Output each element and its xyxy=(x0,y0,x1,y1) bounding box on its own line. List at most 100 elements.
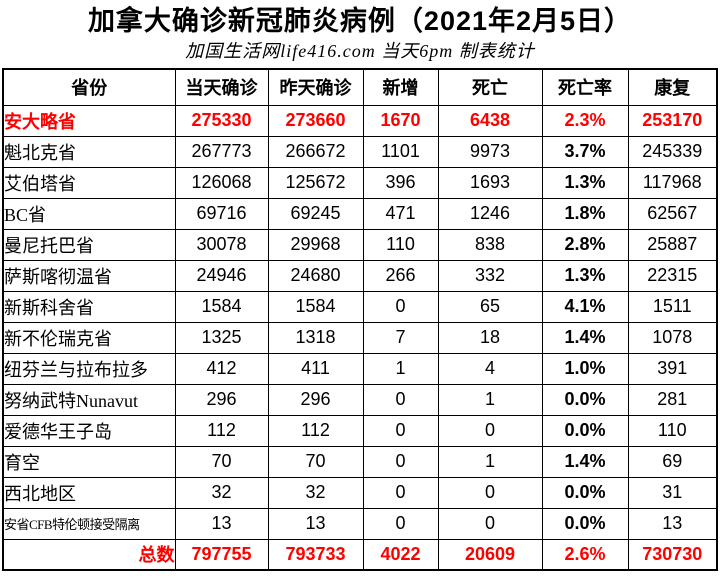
value-cell: 29968 xyxy=(267,228,364,261)
province-name: 新斯科舍省 xyxy=(2,290,176,323)
value-cell: 412 xyxy=(174,352,269,385)
value-cell: 0.0% xyxy=(541,414,629,447)
value-cell: 112 xyxy=(267,414,364,447)
value-cell: 25887 xyxy=(627,228,718,261)
province-name: BC省 xyxy=(2,197,176,230)
value-cell: 110 xyxy=(627,414,718,447)
value-cell: 296 xyxy=(267,383,364,416)
province-name: 安大略省 xyxy=(2,104,176,137)
value-cell: 32 xyxy=(174,476,269,509)
table-row: 新不伦瑞克省 1325 1318 7 18 1.4% 1078 xyxy=(2,321,718,354)
page-title: 加拿大确诊新冠肺炎病例（2021年2月5日） xyxy=(87,6,633,36)
province-name: 艾伯塔省 xyxy=(2,166,176,199)
value-cell: 22315 xyxy=(627,259,718,292)
value-cell: 1.3% xyxy=(541,166,629,199)
table-row: 西北地区 32 32 0 0 0.0% 31 xyxy=(2,476,718,509)
value-cell: 4 xyxy=(437,352,543,385)
value-cell: 396 xyxy=(362,166,439,199)
value-cell: 62567 xyxy=(627,197,718,230)
value-cell: 117968 xyxy=(627,166,718,199)
value-cell: 30078 xyxy=(174,228,269,261)
value-cell: 0 xyxy=(437,507,543,540)
value-cell: 0 xyxy=(362,383,439,416)
value-cell: 4022 xyxy=(362,538,439,571)
value-cell: 411 xyxy=(267,352,364,385)
value-cell: 1325 xyxy=(174,321,269,354)
value-cell: 69245 xyxy=(267,197,364,230)
table-row: 新斯科舍省 1584 1584 0 65 4.1% 1511 xyxy=(2,290,718,323)
value-cell: 1318 xyxy=(267,321,364,354)
table-row: 艾伯塔省 126068 125672 396 1693 1.3% 117968 xyxy=(2,166,718,199)
value-cell: 1670 xyxy=(362,104,439,137)
value-cell: 6438 xyxy=(437,104,543,137)
column-header: 昨天确诊 xyxy=(267,68,364,106)
column-header: 死亡 xyxy=(437,68,543,106)
value-cell: 1693 xyxy=(437,166,543,199)
value-cell: 112 xyxy=(174,414,269,447)
value-cell: 793733 xyxy=(267,538,364,571)
value-cell: 1078 xyxy=(627,321,718,354)
value-cell: 1.3% xyxy=(541,259,629,292)
value-cell: 18 xyxy=(437,321,543,354)
value-cell: 1101 xyxy=(362,135,439,168)
value-cell: 13 xyxy=(174,507,269,540)
table-row: 纽芬兰与拉布拉多 412 411 1 4 1.0% 391 xyxy=(2,352,718,385)
table-row: 安省CFB特伦顿接受隔离 13 13 0 0 0.0% 13 xyxy=(2,507,718,540)
value-cell: 110 xyxy=(362,228,439,261)
table-row: 安大略省 275330 273660 1670 6438 2.3% 253170 xyxy=(2,104,718,137)
value-cell: 471 xyxy=(362,197,439,230)
value-cell: 1 xyxy=(437,445,543,478)
value-cell: 24680 xyxy=(267,259,364,292)
province-name: 新不伦瑞克省 xyxy=(2,321,176,354)
value-cell: 1.8% xyxy=(541,197,629,230)
province-name: 西北地区 xyxy=(2,476,176,509)
table-row: 爱德华王子岛 112 112 0 0 0.0% 110 xyxy=(2,414,718,447)
value-cell: 2.3% xyxy=(541,104,629,137)
value-cell: 69 xyxy=(627,445,718,478)
value-cell: 0.0% xyxy=(541,383,629,416)
value-cell: 1511 xyxy=(627,290,718,323)
column-header: 康复 xyxy=(627,68,718,106)
header-row: 省份 当天确诊 昨天确诊 新增 死亡 死亡率 康复 xyxy=(2,68,718,106)
value-cell: 391 xyxy=(627,352,718,385)
province-name: 爱德华王子岛 xyxy=(2,414,176,447)
value-cell: 2.6% xyxy=(541,538,629,571)
province-name: 努纳武特Nunavut xyxy=(2,383,176,416)
value-cell: 1 xyxy=(437,383,543,416)
value-cell: 125672 xyxy=(267,166,364,199)
value-cell: 1584 xyxy=(174,290,269,323)
value-cell: 296 xyxy=(174,383,269,416)
value-cell: 1 xyxy=(362,352,439,385)
province-name: 育空 xyxy=(2,445,176,478)
total-label: 总数 xyxy=(2,538,176,571)
value-cell: 0 xyxy=(437,476,543,509)
value-cell: 275330 xyxy=(174,104,269,137)
column-header: 当天确诊 xyxy=(174,68,269,106)
value-cell: 0.0% xyxy=(541,507,629,540)
value-cell: 70 xyxy=(174,445,269,478)
value-cell: 9973 xyxy=(437,135,543,168)
value-cell: 20609 xyxy=(437,538,543,571)
value-cell: 273660 xyxy=(267,104,364,137)
value-cell: 7 xyxy=(362,321,439,354)
value-cell: 253170 xyxy=(627,104,718,137)
value-cell: 70 xyxy=(267,445,364,478)
value-cell: 0.0% xyxy=(541,476,629,509)
value-cell: 1246 xyxy=(437,197,543,230)
value-cell: 0 xyxy=(437,414,543,447)
value-cell: 69716 xyxy=(174,197,269,230)
value-cell: 266672 xyxy=(267,135,364,168)
table-row: 育空 70 70 0 1 1.4% 69 xyxy=(2,445,718,478)
total-row: 总数 797755 793733 4022 20609 2.6% 730730 xyxy=(2,538,718,571)
table-row: BC省 69716 69245 471 1246 1.8% 62567 xyxy=(2,197,718,230)
province-name: 安省CFB特伦顿接受隔离 xyxy=(2,507,176,540)
page-subtitle: 加国生活网life416.com 当天6pm 制表统计 xyxy=(185,41,535,61)
province-name: 魁北克省 xyxy=(2,135,176,168)
value-cell: 0 xyxy=(362,476,439,509)
value-cell: 0 xyxy=(362,290,439,323)
value-cell: 266 xyxy=(362,259,439,292)
value-cell: 267773 xyxy=(174,135,269,168)
province-name: 纽芬兰与拉布拉多 xyxy=(2,352,176,385)
value-cell: 24946 xyxy=(174,259,269,292)
column-header: 省份 xyxy=(2,68,176,106)
